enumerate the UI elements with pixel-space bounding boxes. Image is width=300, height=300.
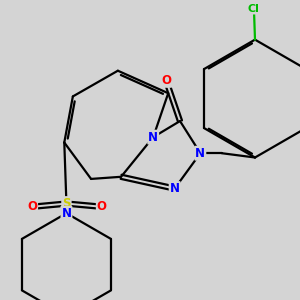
Text: O: O <box>27 200 37 213</box>
Text: Cl: Cl <box>248 4 260 14</box>
Text: S: S <box>62 197 71 210</box>
Text: N: N <box>61 207 71 220</box>
Text: O: O <box>161 74 171 87</box>
Text: N: N <box>148 130 158 144</box>
Text: N: N <box>195 147 206 160</box>
Text: N: N <box>169 182 180 195</box>
Text: O: O <box>97 200 107 213</box>
